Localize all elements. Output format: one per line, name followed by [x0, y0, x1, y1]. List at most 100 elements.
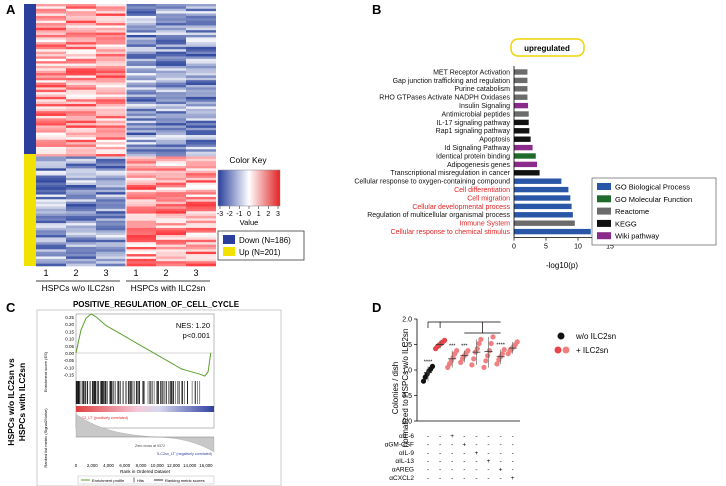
heatmap-cell: [66, 34, 96, 38]
enrichment-term-label: Immune System: [459, 221, 510, 228]
heatmap-cell: [66, 94, 96, 98]
heatmap-cell: [96, 208, 126, 212]
heatmap-cell: [126, 242, 156, 245]
heatmap-cell: [156, 263, 186, 267]
heatmap-cell: [156, 13, 186, 17]
heatmap-cell: [186, 125, 216, 129]
barchart-legend-label: GO Biological Process: [615, 183, 690, 192]
heatmap-cell: [126, 249, 156, 253]
heatmap-cell: [96, 242, 126, 245]
gsea-y-tick-label: 0.20: [65, 322, 74, 327]
heatmap-cell: [96, 25, 126, 29]
dots-point: [465, 348, 471, 354]
heatmap-cell: [156, 232, 186, 236]
gsea-nes: NES: 1.20: [176, 321, 210, 330]
heatmap-cell: [186, 87, 216, 91]
heatmap-cell: [186, 132, 216, 136]
heatmap-cell: [96, 213, 126, 217]
heatmap-cell: [96, 20, 126, 24]
heatmap-cell: [126, 99, 156, 102]
heatmap-cell: [156, 127, 186, 131]
heatmap-cell: [66, 220, 96, 224]
dots-y-tick-label: 0.0: [402, 419, 412, 426]
heatmap-cell: [186, 161, 216, 164]
gsea-outer-ylabel-2: HSPCs with ILC2sn: [17, 363, 27, 441]
heatmap-cell: [126, 144, 156, 148]
heatmap-cell: [96, 163, 126, 167]
heatmap-cell: [186, 194, 216, 198]
heatmap-cell: [36, 32, 66, 36]
treatment-sign: -: [451, 475, 453, 482]
heatmap-cell: [126, 56, 156, 60]
heatmap-cell: [126, 154, 156, 157]
heatmap-cell: [36, 187, 66, 191]
heatmap-cell: [126, 94, 156, 98]
enrichment-term-label: Insulin Signaling: [459, 103, 510, 110]
heatmap-cell: [156, 146, 186, 150]
heatmap-cell: [66, 127, 96, 131]
heatmap-cell: [96, 49, 126, 52]
heatmap-cell: [36, 42, 66, 45]
heatmap-cell: [186, 89, 216, 93]
treatment-sign: -: [512, 450, 514, 457]
rep-label: 1: [43, 268, 48, 278]
heatmap-cell: [96, 215, 126, 219]
heatmap-cell: [126, 256, 156, 260]
heatmap-cell: [96, 15, 126, 19]
heatmap-cell: [36, 73, 66, 76]
treatment-sign: -: [463, 450, 465, 457]
heatmap-cell: [96, 139, 126, 143]
heatmap-cell: [186, 158, 216, 162]
heatmap-cell: [186, 135, 216, 138]
heatmap-cell: [186, 58, 216, 62]
heatmap-cell: [96, 220, 126, 224]
dots-point: [486, 348, 492, 354]
treatment-sign: -: [463, 433, 465, 440]
heatmap-cell: [96, 46, 126, 50]
heatmap-cell: [186, 4, 216, 7]
heatmap-cell: [66, 232, 96, 236]
heatmap-cell: [96, 218, 126, 222]
heatmap-cell: [36, 139, 66, 143]
heatmap-cell: [126, 173, 156, 176]
gsea-y-tick-label: -0.05: [64, 358, 75, 363]
heatmap-cell: [96, 120, 126, 124]
heatmap-cell: [96, 251, 126, 255]
heatmap-cell: [126, 137, 156, 141]
heatmap-cell: [186, 111, 216, 114]
heatmap-cell: [126, 118, 156, 122]
heatmap-cell: [126, 82, 156, 86]
enrichment-term-label: Rap1 signaling pathway: [436, 128, 511, 135]
heatmap-cell: [186, 144, 216, 148]
heatmap-cell: [96, 63, 126, 67]
heatmap-cell: [36, 163, 66, 167]
heatmap-cell: [66, 158, 96, 162]
heatmap-cell: [96, 151, 126, 155]
dots-point: [485, 353, 491, 359]
color-key-tick-label: 2: [266, 211, 270, 218]
heatmap-cell: [156, 246, 186, 250]
heatmap-cell: [66, 13, 96, 17]
heatmap-cell: [186, 49, 216, 52]
dots-significance: ****: [496, 343, 505, 349]
treatment-sign: -: [487, 433, 489, 440]
heatmap-cell: [96, 125, 126, 129]
enrichment-bar: [514, 220, 575, 226]
heatmap-cell: [126, 73, 156, 76]
heatmap-cell: [126, 206, 156, 210]
heatmap-cell: [96, 237, 126, 241]
dots-y-tick-label: 1.5: [402, 342, 412, 349]
heatmap-cell: [186, 75, 216, 79]
heatmap-cell: [36, 58, 66, 62]
heatmap-cell: [36, 194, 66, 198]
heatmap-cell: [156, 137, 186, 141]
legend-dot-with-2: [562, 346, 570, 354]
heatmap-cell: [186, 201, 216, 205]
heatmap-cell: [126, 49, 156, 52]
rep-label: 2: [163, 268, 168, 278]
heatmap-cell: [66, 156, 96, 160]
heatmap-cell: [96, 249, 126, 253]
gsea-y-tick-label: 0.00: [65, 351, 74, 356]
heatmap-cell: [126, 232, 156, 236]
heatmap-cell: [186, 104, 216, 107]
